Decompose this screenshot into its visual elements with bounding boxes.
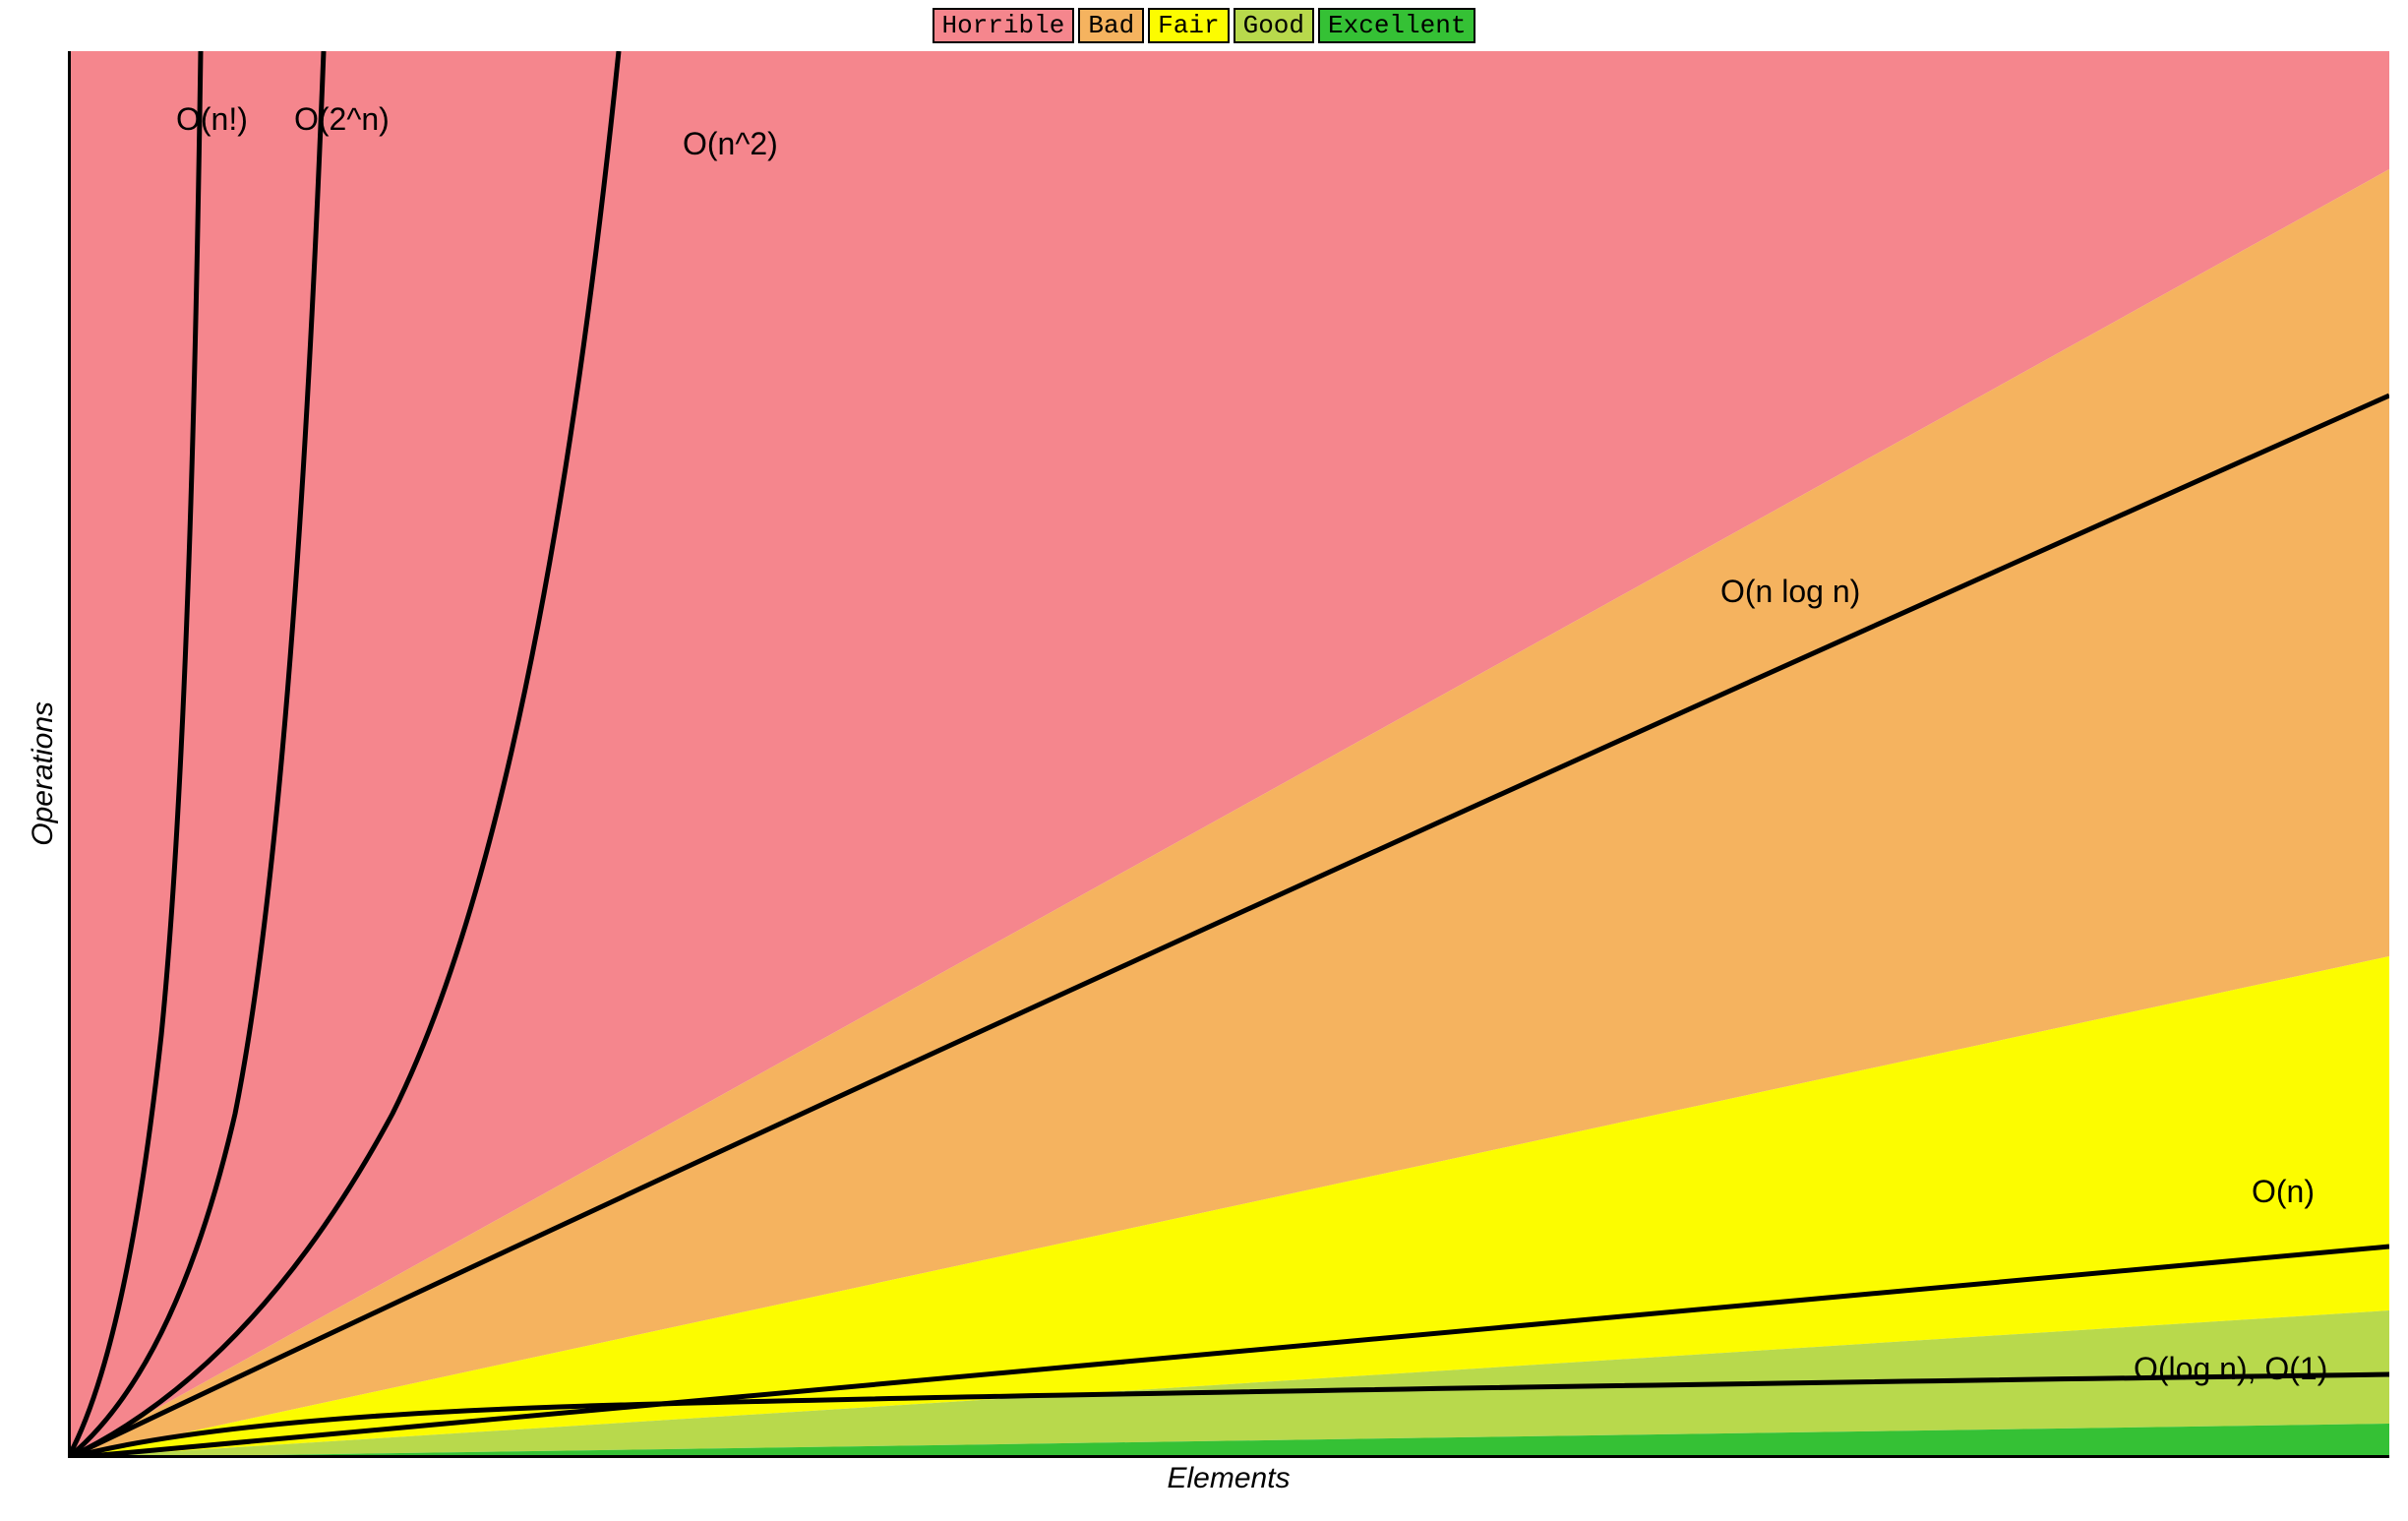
chart-area: Operations O(log n), O(1)O(n)O(n log n)O… xyxy=(19,51,2389,1495)
curve-label-On: O(n) xyxy=(2252,1174,2315,1209)
legend: HorribleBadFairGoodExcellent xyxy=(933,8,1476,43)
legend-item-excellent: Excellent xyxy=(1318,8,1475,43)
x-axis-label: Elements xyxy=(68,1462,2389,1495)
legend-item-fair: Fair xyxy=(1148,8,1229,43)
complexity-chart: O(log n), O(1) O(n) O(n log n) O(n^2) O(2^n)… xyxy=(68,51,2389,1458)
curve-label-O2n: O(2^n) xyxy=(294,101,390,137)
curve-label-O1-Olog: O(log n), O(1) xyxy=(2134,1351,2327,1386)
legend-item-horrible: Horrible xyxy=(933,8,1075,43)
curve-label-Onfact: O(n!) xyxy=(176,101,248,137)
legend-item-bad: Bad xyxy=(1078,8,1144,43)
y-axis-label: Operations xyxy=(19,701,68,846)
curve-label-On2: O(n^2) xyxy=(683,126,778,161)
curve-label-Onlogn: O(n log n) xyxy=(1720,574,1860,609)
legend-item-good: Good xyxy=(1234,8,1314,43)
